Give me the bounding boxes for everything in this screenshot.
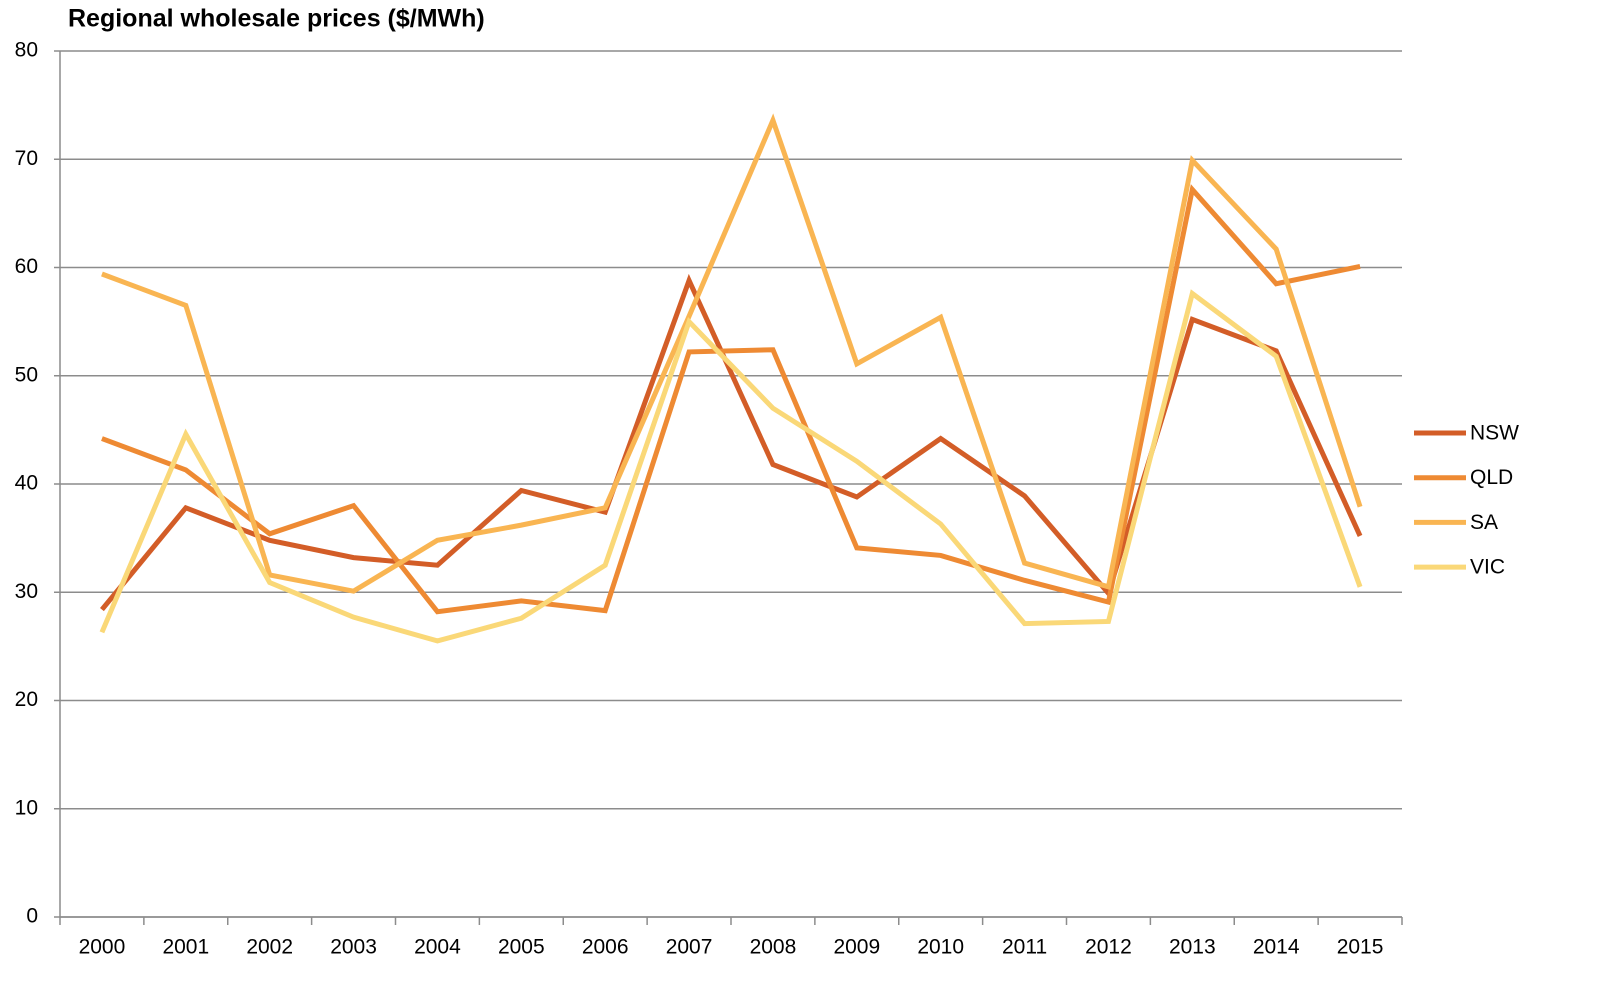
x-tick-label: 2014	[1253, 936, 1300, 959]
legend-label: NSW	[1470, 422, 1519, 445]
x-tick-label: 2010	[917, 936, 964, 959]
x-tick-label: 2015	[1337, 936, 1384, 959]
x-tick-label: 2001	[162, 936, 209, 959]
x-tick-label: 2011	[1002, 936, 1047, 959]
series-line	[100, 273, 1363, 612]
x-tick-label: 2012	[1085, 936, 1132, 959]
legend-label: SA	[1470, 511, 1498, 534]
y-tick-label: 60	[15, 255, 38, 278]
x-tick-label: 2005	[498, 936, 545, 959]
x-tick-label: 2004	[414, 936, 461, 959]
legend-label: QLD	[1470, 466, 1513, 489]
x-tick-label: 2003	[330, 936, 377, 959]
x-tick-label: 2013	[1169, 936, 1216, 959]
series-line	[101, 184, 1361, 615]
legend-label: VIC	[1470, 556, 1505, 579]
y-tick-label: 30	[15, 580, 38, 603]
y-tick-label: 40	[15, 472, 38, 495]
x-tick-label: 2000	[79, 936, 126, 959]
y-tick-label: 70	[15, 147, 38, 170]
x-tick-label: 2009	[833, 936, 880, 959]
x-tick-label: 2007	[666, 936, 713, 959]
series-line	[101, 113, 1363, 594]
x-tick-label: 2006	[582, 936, 629, 959]
chart-title: Regional wholesale prices ($/MWh)	[68, 5, 485, 33]
y-tick-label: 0	[26, 905, 38, 928]
y-tick-label: 10	[15, 796, 38, 819]
series-line	[99, 289, 1363, 644]
x-tick-label: 2008	[750, 936, 797, 959]
y-tick-label: 20	[15, 688, 38, 711]
y-tick-label: 80	[15, 39, 38, 62]
y-tick-label: 50	[15, 363, 38, 386]
x-tick-label: 2002	[246, 936, 293, 959]
